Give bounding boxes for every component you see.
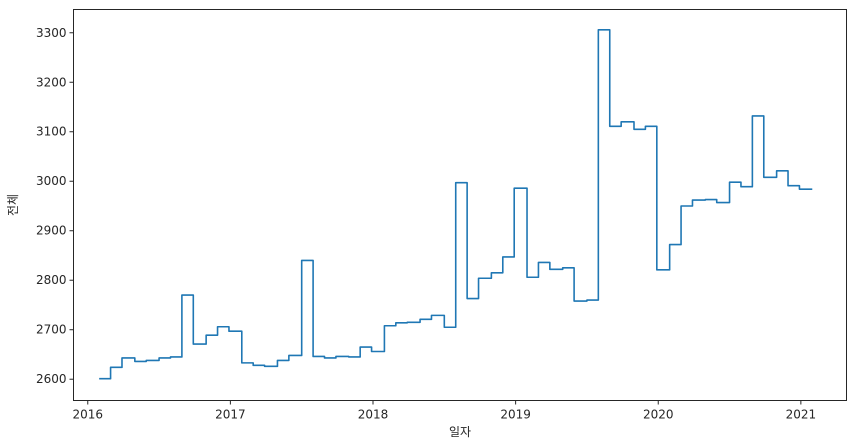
x-tick-label: 2017 [215, 408, 246, 422]
y-axis-title: 전체 [6, 194, 20, 216]
x-tick-label: 2021 [786, 408, 817, 422]
y-tick-label: 3300 [36, 26, 67, 40]
plot-area [73, 9, 847, 401]
series-group [99, 28, 813, 380]
x-tick-label: 2020 [643, 408, 674, 422]
y-tick-label: 3100 [36, 125, 67, 139]
x-axis-ticks: 2016 2017 2018 2019 2020 2021 [72, 400, 817, 422]
y-tick-label: 2600 [36, 372, 67, 386]
y-tick-label: 3200 [36, 75, 67, 89]
y-tick-label: 2900 [36, 224, 67, 238]
y-tick-label: 2800 [36, 273, 67, 287]
y-axis-ticks: 2600 2700 2800 2900 3000 3100 3200 3300 [36, 26, 74, 386]
x-tick-label: 2019 [500, 408, 531, 422]
x-tick-label: 2018 [358, 408, 389, 422]
x-tick-label: 2016 [72, 408, 103, 422]
series-line-0 [99, 28, 813, 380]
y-tick-label: 2700 [36, 323, 67, 337]
x-axis-title: 일자 [449, 425, 471, 439]
y-tick-label: 3000 [36, 174, 67, 188]
